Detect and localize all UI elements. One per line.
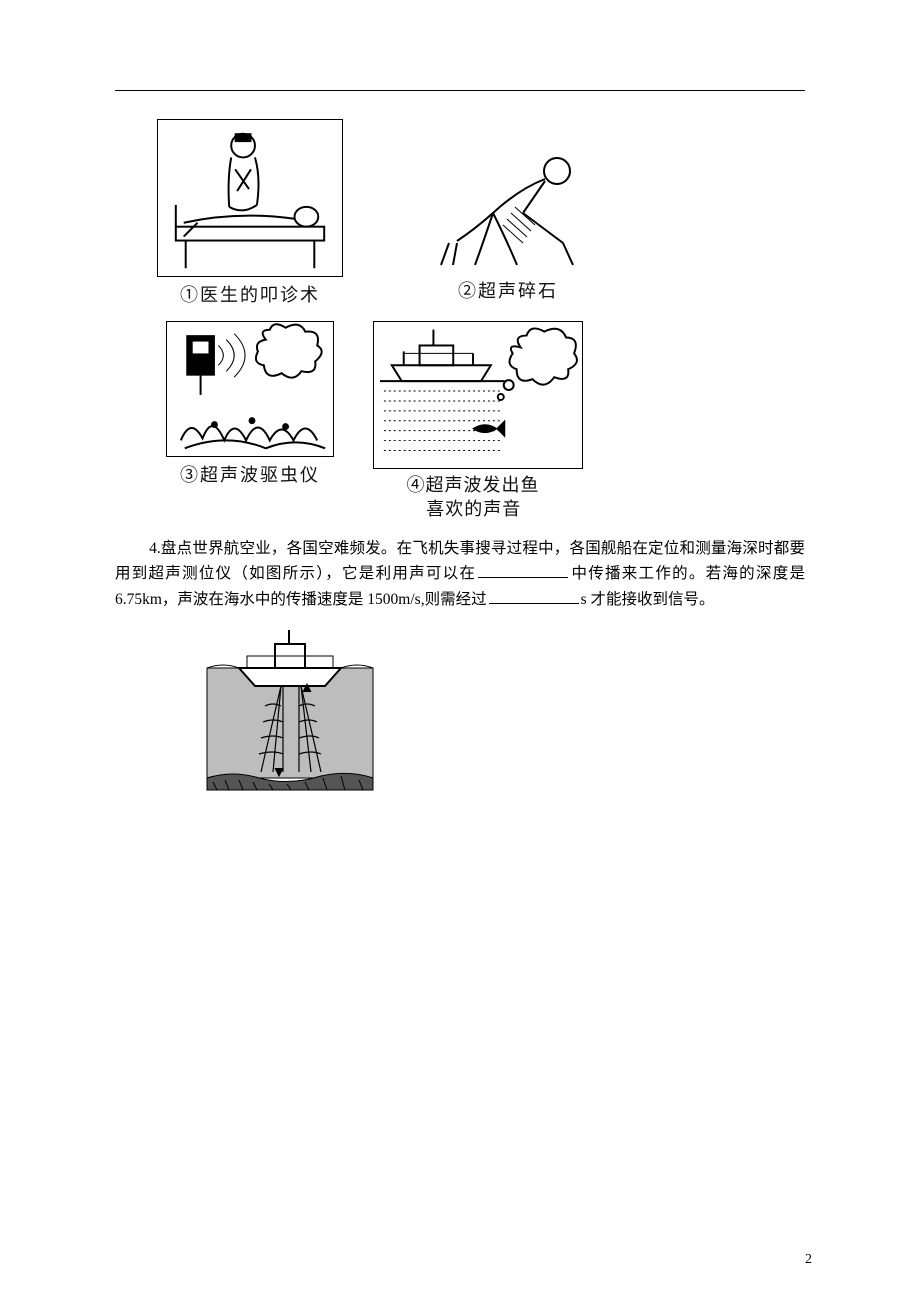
document-page: ①医生的叩诊术 <box>0 0 920 801</box>
figure-row-1: ①医生的叩诊术 <box>145 119 805 307</box>
figure-2-image <box>423 147 593 273</box>
figure-4-caption-line1: ④超声波发出鱼 <box>407 473 540 497</box>
sonar-ship-illustration-icon <box>203 622 377 796</box>
figure-3: ③超声波驱虫仪 <box>145 321 355 522</box>
blank-medium <box>478 563 568 578</box>
question-4-part-c: s 才能接收到信号。 <box>581 591 715 608</box>
figure-3-image <box>166 321 334 457</box>
pest-repeller-illustration-icon <box>167 321 333 457</box>
figure-4-caption-line2: 喜欢的声音 <box>426 497 539 521</box>
figure-1: ①医生的叩诊术 <box>145 119 355 307</box>
top-rule <box>115 90 805 91</box>
doctor-illustration-icon <box>158 119 342 277</box>
figure-2: ②超声碎石 <box>403 119 613 307</box>
figure-4-image <box>373 321 583 469</box>
question-4-number: 4. <box>149 540 161 557</box>
figure-1-image <box>157 119 343 277</box>
question-4-text: 4.盘点世界航空业，各国空难频发。在飞机失事搜寻过程中，各国舰船在定位和测量海深… <box>115 536 805 613</box>
fishing-boat-illustration-icon <box>374 321 582 469</box>
figure-row-2: ③超声波驱虫仪 <box>145 321 805 522</box>
figure-4-caption: ④超声波发出鱼 喜欢的声音 <box>407 473 540 522</box>
figure-3-caption: ③超声波驱虫仪 <box>180 461 320 487</box>
figure-4: ④超声波发出鱼 喜欢的声音 <box>373 321 583 522</box>
figure-1-caption: ①医生的叩诊术 <box>180 281 320 307</box>
sonar-figure <box>203 622 805 801</box>
lithotripsy-illustration-icon <box>423 147 593 273</box>
figure-grid: ①医生的叩诊术 <box>145 119 805 522</box>
page-number: 2 <box>805 1252 812 1268</box>
figure-2-caption: ②超声碎石 <box>458 277 558 303</box>
blank-time <box>489 589 579 604</box>
